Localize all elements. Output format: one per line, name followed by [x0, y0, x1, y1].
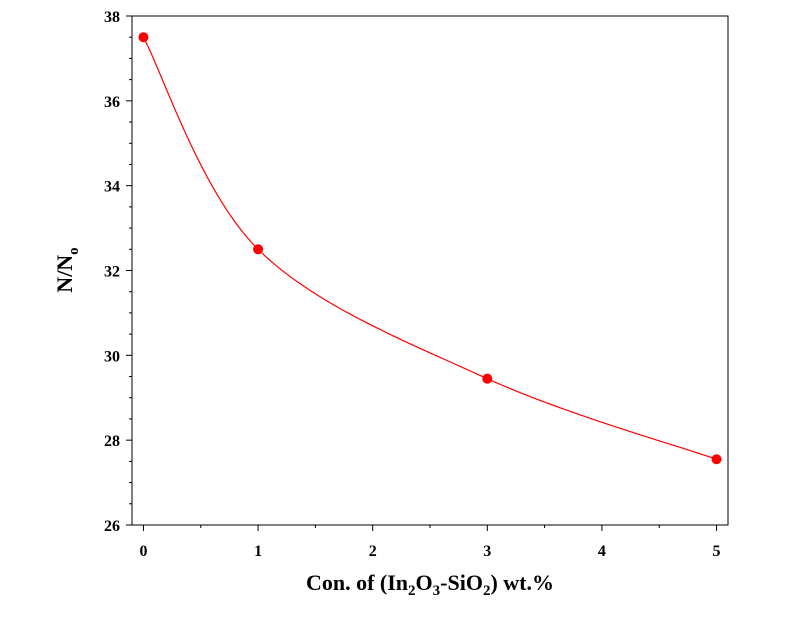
y-tick-label: 36 — [104, 94, 120, 111]
x-axis-title: Con. of (In2O3-SiO2) wt.% — [306, 570, 554, 599]
series-points — [138, 32, 722, 465]
x-tick-label: 4 — [598, 543, 606, 560]
axis-ticks — [126, 15, 718, 531]
x-tick-label: 2 — [369, 543, 377, 560]
data-point — [138, 32, 149, 43]
data-point — [711, 454, 722, 465]
y-tick-label: 28 — [104, 433, 120, 450]
y-tick-label: 26 — [104, 518, 120, 535]
y-tick-label: 38 — [104, 9, 120, 26]
x-tick-label: 0 — [139, 543, 147, 560]
data-point — [253, 244, 264, 255]
x-tick-label: 5 — [713, 543, 721, 560]
data-point — [482, 373, 493, 384]
y-tick-label: 32 — [104, 264, 120, 281]
x-tick-label: 1 — [254, 543, 262, 560]
series-line — [142, 36, 717, 460]
y-tick-label: 34 — [104, 179, 120, 196]
y-tick-label: 30 — [104, 348, 120, 365]
plot-frame — [131, 15, 729, 526]
x-tick-label: 3 — [483, 543, 491, 560]
y-axis-title: N/No — [52, 247, 82, 292]
